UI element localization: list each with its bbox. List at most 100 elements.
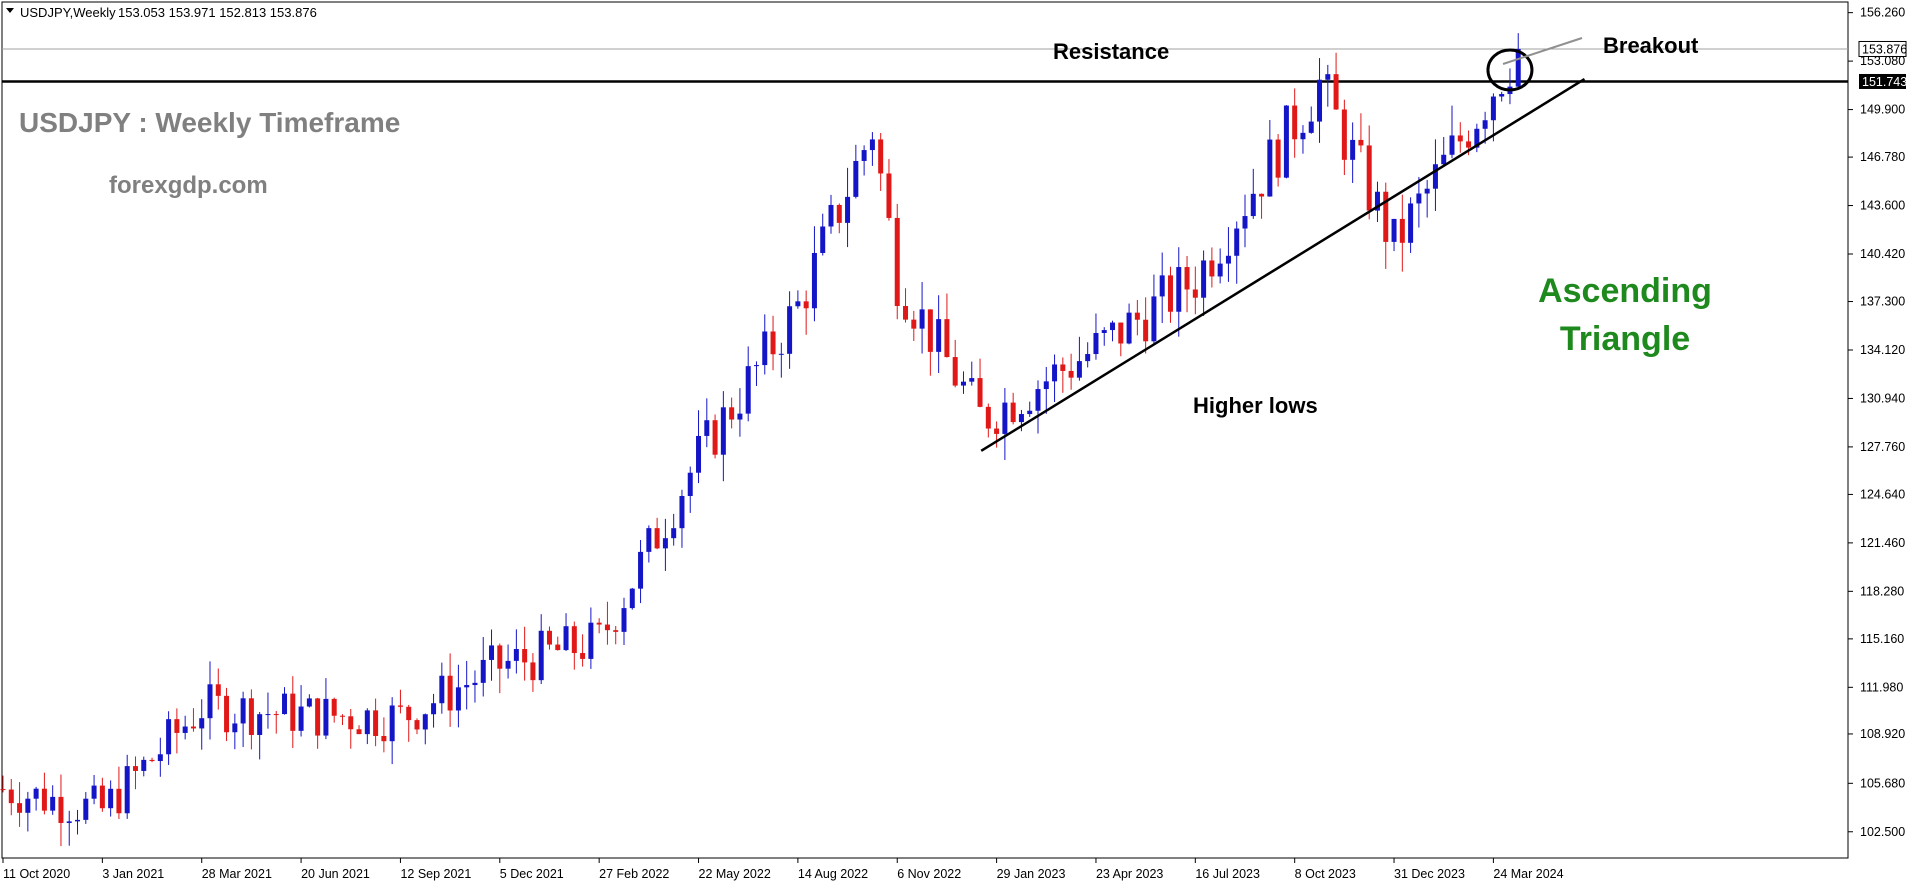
candle [787,291,793,369]
candle [1209,247,1215,288]
candle-body [671,528,677,539]
candle [903,288,909,323]
candle-body [944,319,950,358]
candle [853,144,859,199]
candle-body [927,309,933,352]
candle [0,775,6,793]
candle-body [994,428,1000,434]
candle [273,710,279,734]
candle [1449,105,1455,159]
candle [977,358,983,408]
candle [580,634,586,667]
candle [1093,313,1099,360]
candle [762,314,768,375]
candle-body [960,381,966,386]
candle [58,774,64,847]
x-tick-label: 3 Jan 2021 [102,867,164,881]
candle-body [1242,216,1248,229]
candle [1325,64,1331,107]
candle-body [1126,312,1132,344]
candle-body [290,693,296,731]
candle [1292,88,1298,158]
candle [422,713,428,745]
candle-body [795,301,801,307]
candle [696,410,702,484]
candle-body [348,716,354,730]
candle-body [339,715,345,717]
candle-body [1192,289,1198,298]
candle-body [845,196,851,223]
candle-body [190,726,196,729]
candle [190,708,196,732]
candle-body [431,703,437,715]
candle-body [1515,48,1521,87]
candle-body [1482,120,1488,129]
candle [1018,409,1024,432]
candle-body [364,710,370,735]
candle [969,361,975,386]
candle-body [166,719,172,755]
candle [1317,58,1323,143]
y-tick-label: 146.780 [1860,150,1905,164]
watermark-site: forexgdp.com [109,172,268,199]
candle [604,601,610,645]
candle-body [621,608,627,632]
candle [778,342,784,378]
candle [1151,274,1157,344]
candle-body [0,789,6,791]
candle-body [1267,139,1273,197]
candle-body [1383,191,1389,242]
watermark-title: USDJPY : Weekly Timeframe [19,107,400,138]
symbol-label: USDJPY,Weekly [20,5,116,20]
candle-body [182,726,188,733]
candle-body [1027,410,1033,415]
price-axis: 156.260 153.080 149.900 146.780 143.600 140.4… [1848,6,1905,839]
candle [1333,52,1339,110]
candle [1035,380,1041,434]
candle-body [1052,364,1058,382]
y-tick-label: 111.980 [1860,680,1903,694]
candle [1126,303,1132,345]
dropdown-triangle-icon[interactable] [6,8,14,13]
candle-body [1317,79,1323,122]
candle [770,315,776,371]
candle [1515,33,1521,90]
candle-body [1325,74,1331,80]
candle-body [563,626,569,651]
pattern-label-line2: Triangle [1560,320,1690,358]
candle-body [1076,361,1082,378]
candle-body [828,204,834,227]
candle-body [1474,128,1480,148]
candle [248,689,254,750]
candle [439,662,445,714]
candle [1234,221,1240,284]
candle-body [911,319,917,329]
candle-body [232,723,238,733]
candle [1374,181,1380,223]
candle-body [704,420,710,436]
candle-body [108,788,114,809]
candle [240,691,246,748]
candle [397,689,403,714]
x-tick-label: 29 Jan 2023 [997,867,1066,881]
candle-body [282,693,288,715]
candle-body [936,319,942,352]
candle-body [397,705,403,707]
candle-body [132,766,138,771]
candle [1134,300,1140,336]
candle [1283,105,1289,179]
candle-body [306,698,312,707]
candle-body [1093,332,1099,355]
time-axis: 11 Oct 2020 3 Jan 2021 28 Mar 2021 20 Jun 2… [2,858,1564,881]
candle [522,626,528,681]
candle-body [787,306,793,354]
candle [414,718,420,735]
candle-body [373,710,379,736]
candle-body [25,798,31,813]
candle-body [696,435,702,473]
candle-body [952,357,958,386]
candle-body [1143,319,1149,342]
candle [33,786,39,811]
candle [878,132,884,191]
